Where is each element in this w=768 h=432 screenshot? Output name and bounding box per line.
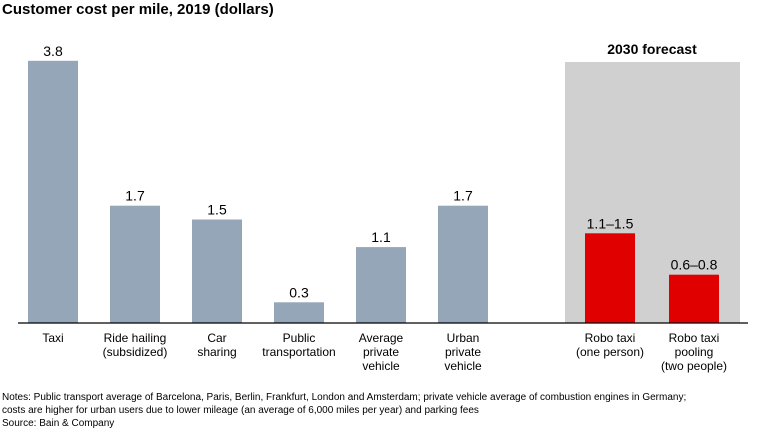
x-tick-label: Ride hailing [104,331,167,345]
x-tick-label: vehicle [362,359,400,373]
note: costs are higher for urban users due to … [2,405,479,416]
x-tick-label: sharing [197,345,236,359]
bar [438,205,488,323]
x-tick-label: transportation [262,345,335,359]
x-tick-label: Robo taxi [669,331,720,345]
bar [192,219,242,323]
x-tick-label: private [445,345,481,359]
forecast-label: 2030 forecast [607,41,697,57]
bar [669,274,719,323]
source: Source: Bain & Company [2,418,114,429]
x-tick-label: (one person) [576,345,644,359]
note: Notes: Public transport average of Barce… [2,392,686,403]
value-label: 0.6–0.8 [671,257,718,273]
value-label: 1.1–1.5 [587,215,634,231]
value-label: 1.1 [371,229,391,245]
value-label: 1.7 [125,188,145,204]
bar [274,302,324,323]
bar [356,247,406,323]
bar [28,60,78,324]
x-tick-label: Robo taxi [585,331,636,345]
value-label: 3.8 [43,43,63,59]
x-tick-label: Average [359,331,404,345]
x-tick-label: vehicle [444,359,482,373]
x-tick-label: Urban [447,331,480,345]
x-tick-label: (two people) [661,359,727,373]
x-tick-label: (subsidized) [103,345,168,359]
value-label: 1.5 [207,202,227,218]
value-label: 0.3 [289,284,309,300]
x-tick-label: Taxi [42,331,63,345]
chart-title: Customer cost per mile, 2019 (dollars) [2,1,274,18]
value-label: 1.7 [453,188,473,204]
x-tick-label: private [363,345,399,359]
x-tick-label: pooling [675,345,714,359]
x-tick-label: Public [283,331,316,345]
bar [585,233,635,323]
x-tick-label: Car [207,331,226,345]
bar [110,205,160,323]
